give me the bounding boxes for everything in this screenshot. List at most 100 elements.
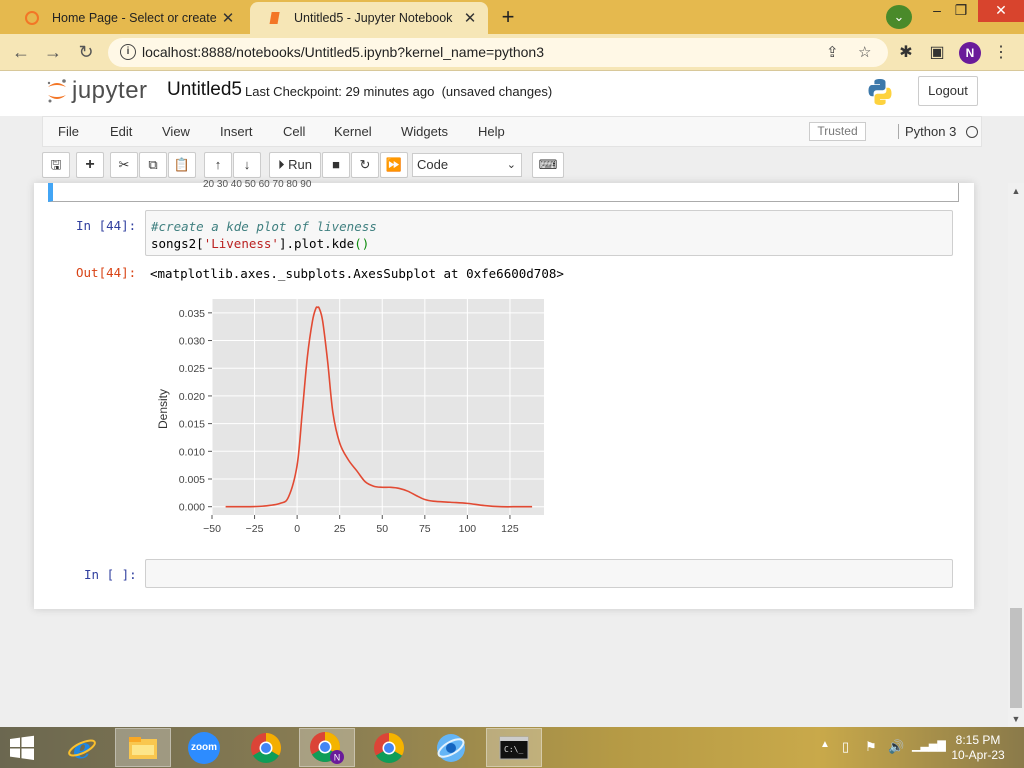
taskbar-browser-globe[interactable]: [423, 728, 479, 767]
code-line: songs2['Liveness'].plot.kde(): [151, 236, 369, 251]
menu-help[interactable]: Help: [478, 124, 505, 139]
previous-cell-output[interactable]: 20 30 40 50 60 70 80 90: [48, 179, 959, 202]
internet-explorer-icon: e: [68, 733, 96, 763]
x-tick-label: −25: [246, 523, 264, 535]
taskbar-file-explorer[interactable]: [115, 728, 171, 767]
tab-untitled5[interactable]: Untitled5 - Jupyter Notebook ✕: [250, 2, 488, 34]
taskbar-internet-explorer[interactable]: e: [54, 728, 110, 767]
code-comment: #create a kde plot of liveness: [151, 219, 377, 234]
scroll-down-icon[interactable]: ▼: [1011, 714, 1021, 724]
scrollbar-thumb[interactable]: [1010, 608, 1022, 708]
browser-tab-strip: Home Page - Select or create a notebook …: [0, 0, 1024, 34]
bookmark-star-icon[interactable]: ☆: [858, 44, 872, 61]
move-down-button[interactable]: ↓: [233, 152, 261, 178]
input-prompt: In [44]:: [76, 218, 137, 233]
move-up-button[interactable]: ↑: [204, 152, 232, 178]
code-parens: (): [354, 236, 370, 251]
taskbar-zoom[interactable]: zoom: [176, 728, 232, 767]
insert-cell-button[interactable]: +: [76, 152, 104, 178]
tray-expand-icon[interactable]: ▲: [820, 739, 830, 750]
restart-run-all-button[interactable]: ⏩: [380, 152, 408, 178]
minimize-icon[interactable]: –: [933, 2, 941, 18]
y-tick-label: 0.025: [179, 363, 205, 375]
code-input[interactable]: [145, 559, 953, 588]
y-tick-label: 0.035: [179, 308, 205, 320]
window-close-icon[interactable]: ✕: [978, 0, 1024, 22]
copy-button[interactable]: ⧉: [139, 152, 167, 178]
forward-arrow-icon[interactable]: →: [44, 42, 62, 62]
notebook-name[interactable]: Untitled5: [167, 79, 242, 100]
trusted-badge[interactable]: Trusted: [809, 122, 866, 141]
scroll-up-icon[interactable]: ▲: [1011, 186, 1021, 196]
extensions-puzzle-icon[interactable]: ✱: [899, 44, 913, 61]
interrupt-button[interactable]: ■: [322, 152, 350, 178]
url-text[interactable]: localhost:8888/notebooks/Untitled5.ipynb…: [142, 44, 545, 60]
windows-taskbar: e zoom N C:\_ ▲ ▯ ⚑: [0, 727, 1024, 768]
cut-button[interactable]: ✂: [110, 152, 138, 178]
save-button[interactable]: 🖫: [42, 152, 70, 178]
taskbar-chrome-2[interactable]: [361, 728, 417, 767]
menu-widgets[interactable]: Widgets: [401, 124, 448, 139]
notebook-container: 20 30 40 50 60 70 80 90 In [44]: #create…: [34, 179, 974, 609]
y-tick-label: 0.015: [179, 419, 205, 431]
address-bar[interactable]: i localhost:8888/notebooks/Untitled5.ipy…: [108, 38, 888, 67]
profile-avatar[interactable]: N: [959, 42, 981, 64]
chrome-icon: [251, 732, 282, 763]
menu-insert[interactable]: Insert: [220, 124, 253, 139]
paste-button[interactable]: 📋: [168, 152, 196, 178]
python-logo-icon: [868, 79, 892, 105]
terminal-icon: C:\_: [499, 736, 529, 759]
tab-search-icon[interactable]: ⌄: [886, 5, 912, 29]
tab-title: Home Page - Select or create a notebook: [52, 11, 220, 25]
arrow-down-icon: ↓: [243, 157, 251, 172]
taskbar-clock[interactable]: 8:15 PM 10-Apr-23: [940, 733, 1016, 763]
start-button[interactable]: [0, 728, 44, 767]
back-arrow-icon[interactable]: ←: [12, 42, 30, 62]
tab-close-icon[interactable]: ✕: [221, 10, 235, 27]
menu-view[interactable]: View: [162, 124, 190, 139]
volume-icon[interactable]: 🔊: [888, 739, 905, 754]
restore-icon[interactable]: ❐: [954, 2, 968, 18]
command-palette-button[interactable]: ⌨: [532, 152, 564, 178]
scissors-icon: ✂: [118, 157, 130, 172]
zoom-label: zoom: [190, 741, 218, 753]
page-scrollbar[interactable]: [1008, 183, 1024, 727]
kernel-name[interactable]: Python 3: [898, 124, 956, 139]
y-tick-label: 0.010: [179, 446, 205, 458]
tab-close-icon[interactable]: ✕: [463, 10, 477, 27]
menu-file[interactable]: File: [58, 124, 79, 139]
action-center-flag-icon[interactable]: ⚑: [865, 739, 877, 754]
restart-button[interactable]: ↻: [351, 152, 379, 178]
code-input[interactable]: #create a kde plot of liveness songs2['L…: [145, 210, 953, 256]
menu-kernel[interactable]: Kernel: [334, 124, 372, 139]
chrome-profile-icon: N: [310, 731, 344, 764]
taskbar-chrome-profile[interactable]: N: [299, 728, 355, 767]
taskbar-chrome[interactable]: [238, 728, 294, 767]
logout-button[interactable]: Logout: [918, 76, 978, 106]
menu-edit[interactable]: Edit: [110, 124, 133, 139]
clock-time: 8:15 PM: [955, 733, 1001, 747]
checkpoint-status: Last Checkpoint: 29 minutes ago (unsaved…: [245, 84, 552, 99]
side-panel-icon[interactable]: ▣: [929, 44, 945, 61]
tab-home-page[interactable]: Home Page - Select or create a notebook …: [8, 2, 246, 34]
jupyter-logo[interactable]: jupyter: [46, 77, 148, 105]
reload-icon[interactable]: ↻: [78, 42, 94, 62]
cell-type-select[interactable]: Code ⌄: [412, 153, 522, 177]
taskbar-command-prompt[interactable]: C:\_: [486, 728, 542, 767]
notebook-favicon-icon: [269, 12, 280, 24]
code-method: ].plot.kde: [278, 236, 355, 251]
globe-icon: [437, 733, 465, 762]
new-tab-button[interactable]: +: [501, 4, 515, 29]
menu-cell[interactable]: Cell: [283, 124, 306, 139]
x-tick-label: −50: [203, 523, 221, 535]
notebook-menubar: File Edit View Insert Cell Kernel Widget…: [42, 116, 982, 147]
site-info-icon[interactable]: i: [120, 44, 136, 60]
battery-icon[interactable]: ▯: [842, 739, 850, 754]
browser-menu-icon[interactable]: ⋮: [993, 44, 1009, 61]
share-icon[interactable]: ⇪: [826, 44, 839, 61]
kde-plot: −50 −25 0 25 50 75 100 125 0.000 0.005 0.010 0.015 0…: [156, 299, 544, 535]
run-button[interactable]: ⏵ Run: [269, 152, 321, 178]
chevron-down-icon: ⌄: [506, 159, 516, 171]
windows-logo-icon: [10, 735, 34, 760]
network-signal-icon[interactable]: ▁▃▅▇: [912, 740, 946, 752]
